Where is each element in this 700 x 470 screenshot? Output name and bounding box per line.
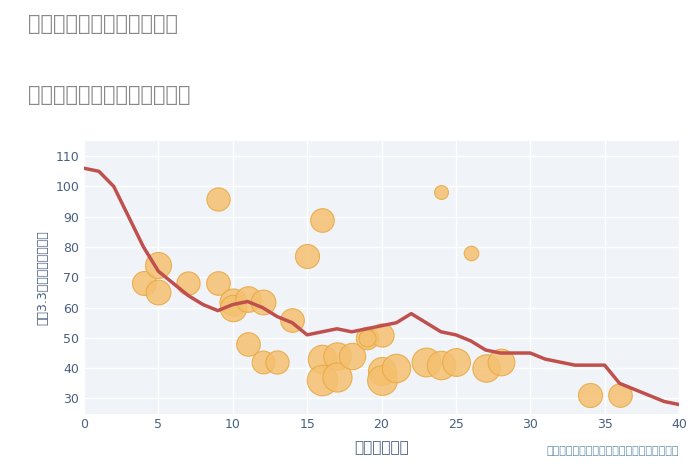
Point <box>331 352 342 360</box>
Point <box>153 289 164 296</box>
Point <box>316 355 328 363</box>
Point <box>183 280 194 287</box>
Point <box>376 376 387 384</box>
Point <box>376 368 387 375</box>
Point <box>584 392 595 399</box>
X-axis label: 築年数（年）: 築年数（年） <box>354 440 409 455</box>
Point <box>391 364 402 372</box>
Point <box>331 374 342 381</box>
Point <box>346 352 357 360</box>
Point <box>272 358 283 366</box>
Point <box>614 392 625 399</box>
Point <box>212 195 223 202</box>
Point <box>316 376 328 384</box>
Point <box>376 331 387 338</box>
Point <box>361 334 372 342</box>
Point <box>257 358 268 366</box>
Point <box>138 280 149 287</box>
Y-axis label: 坪（3.3㎡）単価（万円）: 坪（3.3㎡）単価（万円） <box>36 230 50 325</box>
Point <box>435 189 447 196</box>
Text: 円の大きさは、取引のあった物件面積を示す: 円の大きさは、取引のあった物件面積を示す <box>547 446 679 456</box>
Text: 千葉県千葉市若葉区下泉町: 千葉県千葉市若葉区下泉町 <box>28 14 178 34</box>
Point <box>302 252 313 260</box>
Point <box>495 358 506 366</box>
Point <box>153 261 164 269</box>
Point <box>242 340 253 348</box>
Point <box>465 249 476 257</box>
Point <box>435 361 447 369</box>
Point <box>257 298 268 306</box>
Point <box>227 304 238 311</box>
Point <box>227 298 238 306</box>
Point <box>316 216 328 224</box>
Point <box>480 364 491 372</box>
Text: 築年数別中古マンション価格: 築年数別中古マンション価格 <box>28 85 190 105</box>
Point <box>287 316 298 323</box>
Point <box>212 280 223 287</box>
Point <box>361 334 372 342</box>
Point <box>421 358 432 366</box>
Point <box>242 295 253 302</box>
Point <box>450 358 461 366</box>
